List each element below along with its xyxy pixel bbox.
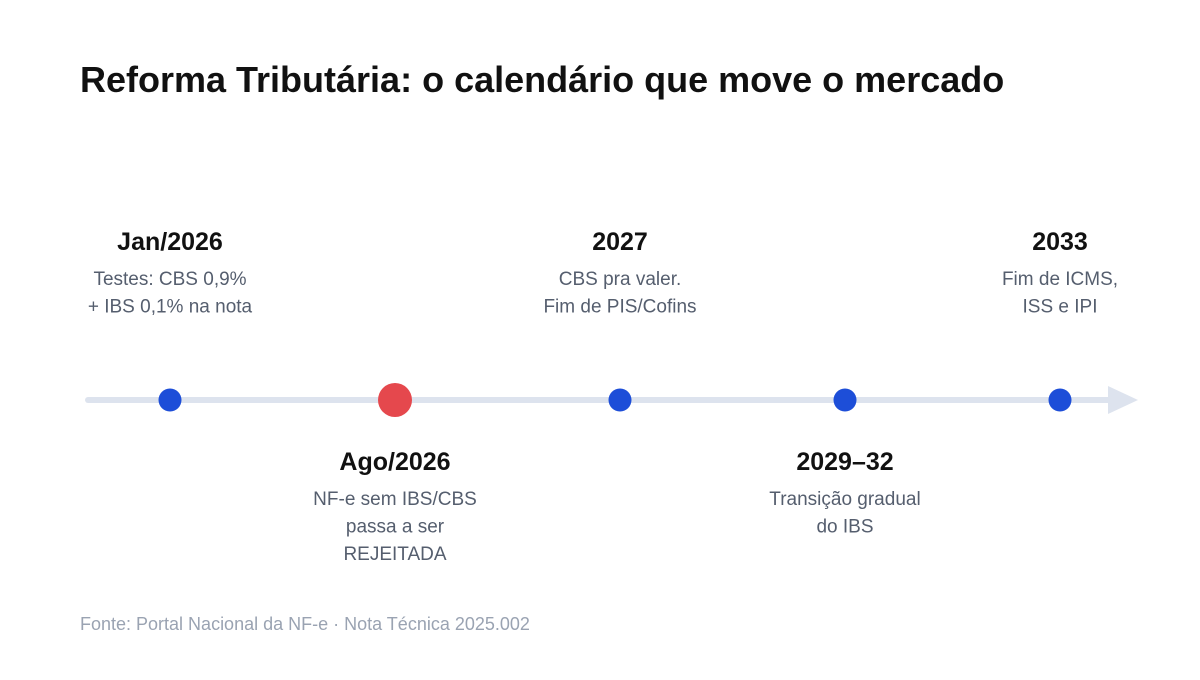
event-description: do IBS	[816, 517, 873, 538]
event-date: Jan/2026	[117, 228, 223, 256]
timeline-dot	[608, 388, 632, 412]
event-description: NF-e sem IBS/CBS	[313, 489, 477, 510]
source-note: Fonte: Portal Nacional da NF-e · Nota Té…	[80, 614, 530, 634]
event-description: Transição gradual	[769, 489, 920, 510]
event-date: Ago/2026	[339, 448, 450, 476]
event-description: Fim de ICMS,	[1002, 269, 1118, 290]
timeline-arrow	[1108, 386, 1138, 414]
event-description: CBS pra valer.	[559, 269, 682, 290]
event-date: 2033	[1032, 228, 1088, 256]
timeline-dot	[158, 388, 182, 412]
title: Reforma Tributária: o calendário que mov…	[80, 59, 1004, 100]
event-date: 2027	[592, 228, 648, 256]
event-description: + IBS 0,1% na nota	[88, 297, 253, 318]
timeline-dot	[833, 388, 857, 412]
event-description: ISS e IPI	[1023, 297, 1098, 318]
timeline-dot	[1048, 388, 1072, 412]
event-description: passa a ser	[346, 517, 445, 538]
event-date: 2029–32	[796, 448, 893, 476]
timeline-dot	[378, 383, 412, 417]
event-description: Testes: CBS 0,9%	[93, 269, 246, 290]
event-description: REJEITADA	[343, 544, 446, 565]
event-description: Fim de PIS/Cofins	[543, 297, 696, 318]
